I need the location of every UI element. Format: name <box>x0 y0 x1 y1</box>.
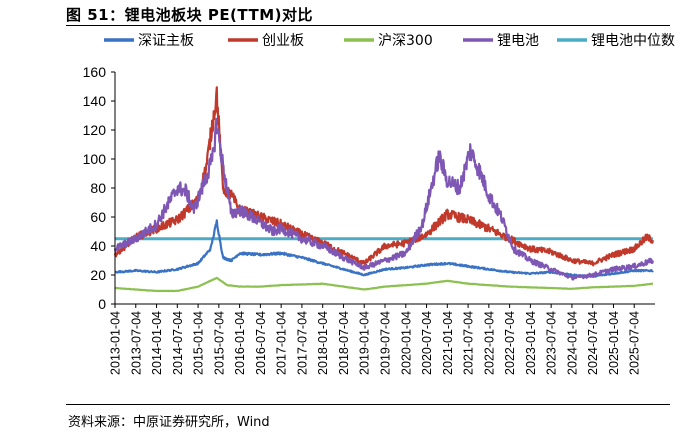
y-tick-label: 120 <box>83 122 107 138</box>
series-line-3 <box>113 117 654 281</box>
legend-label-3: 锂电池 <box>497 33 539 49</box>
legend-label-0: 深证主板 <box>138 33 194 49</box>
title-rule <box>66 25 670 26</box>
x-tick-label: 2016-07-04 <box>254 311 268 375</box>
y-tick-label: 20 <box>90 267 106 283</box>
legend: 深证主板 创业板 沪深300 锂电池 锂电池中位数 <box>104 33 675 49</box>
y-tick-label: 80 <box>90 180 106 196</box>
series-line-1 <box>113 86 654 267</box>
x-tick-label: 2024-07-04 <box>586 311 600 375</box>
series-line-2 <box>114 276 654 293</box>
x-tick-label: 2022-07-04 <box>503 311 517 375</box>
y-tick-label: 60 <box>90 209 106 225</box>
x-tick-label: 2020-01-04 <box>399 311 413 375</box>
x-tick-label: 2020-07-04 <box>420 311 434 375</box>
y-tick-label: 100 <box>83 151 107 167</box>
x-tick-label: 2025-07-04 <box>628 311 642 375</box>
x-tick-label: 2014-07-04 <box>171 311 185 375</box>
axes: 0 20 40 60 80 100 120 140 160 2013-01-04 2013-07-0… <box>83 64 655 375</box>
x-tick-label: 2014-01-04 <box>150 311 164 375</box>
x-tick-label: 2019-07-04 <box>379 311 393 375</box>
figure-title: 图 51：锂电池板块 PE(TTM)对比 <box>66 6 314 24</box>
x-tick-label: 2013-01-04 <box>109 311 123 375</box>
y-tick-label: 140 <box>83 93 107 109</box>
series-layer <box>113 86 654 293</box>
x-tick-label: 2023-07-04 <box>545 311 559 375</box>
x-tick-label: 2021-01-04 <box>441 311 455 375</box>
x-tick-label: 2017-07-04 <box>295 311 309 375</box>
y-tick-label: 0 <box>98 296 106 312</box>
pe-chart: 深证主板 创业板 沪深300 锂电池 锂电池中位数 0 20 40 60 80 100 120 140… <box>83 33 675 375</box>
x-tick-label: 2019-01-04 <box>358 311 372 375</box>
legend-label-2: 沪深300 <box>378 33 433 49</box>
x-tick-label: 2017-01-04 <box>275 311 289 375</box>
x-tick-label: 2018-01-04 <box>316 311 330 375</box>
x-tick-label: 2023-01-04 <box>524 311 538 375</box>
legend-label-4: 锂电池中位数 <box>591 33 675 49</box>
legend-label-1: 创业板 <box>262 33 304 49</box>
x-tick-label: 2015-01-04 <box>192 311 206 375</box>
y-tick-label: 40 <box>90 238 106 254</box>
x-tick-label: 2025-01-04 <box>607 311 621 375</box>
source-note: 资料来源：中原证券研究所，Wind <box>68 415 270 430</box>
x-tick-label: 2013-07-04 <box>129 311 143 375</box>
x-tick-label: 2018-07-04 <box>337 311 351 375</box>
y-tick-label: 160 <box>83 64 107 80</box>
x-tick-label: 2024-01-04 <box>565 311 579 375</box>
x-tick-label: 2015-07-04 <box>212 311 226 375</box>
x-tick-label: 2021-07-04 <box>462 311 476 375</box>
bottom-rule <box>66 404 670 405</box>
x-tick-label: 2016-01-04 <box>233 311 247 375</box>
x-tick-label: 2022-01-04 <box>482 311 496 375</box>
